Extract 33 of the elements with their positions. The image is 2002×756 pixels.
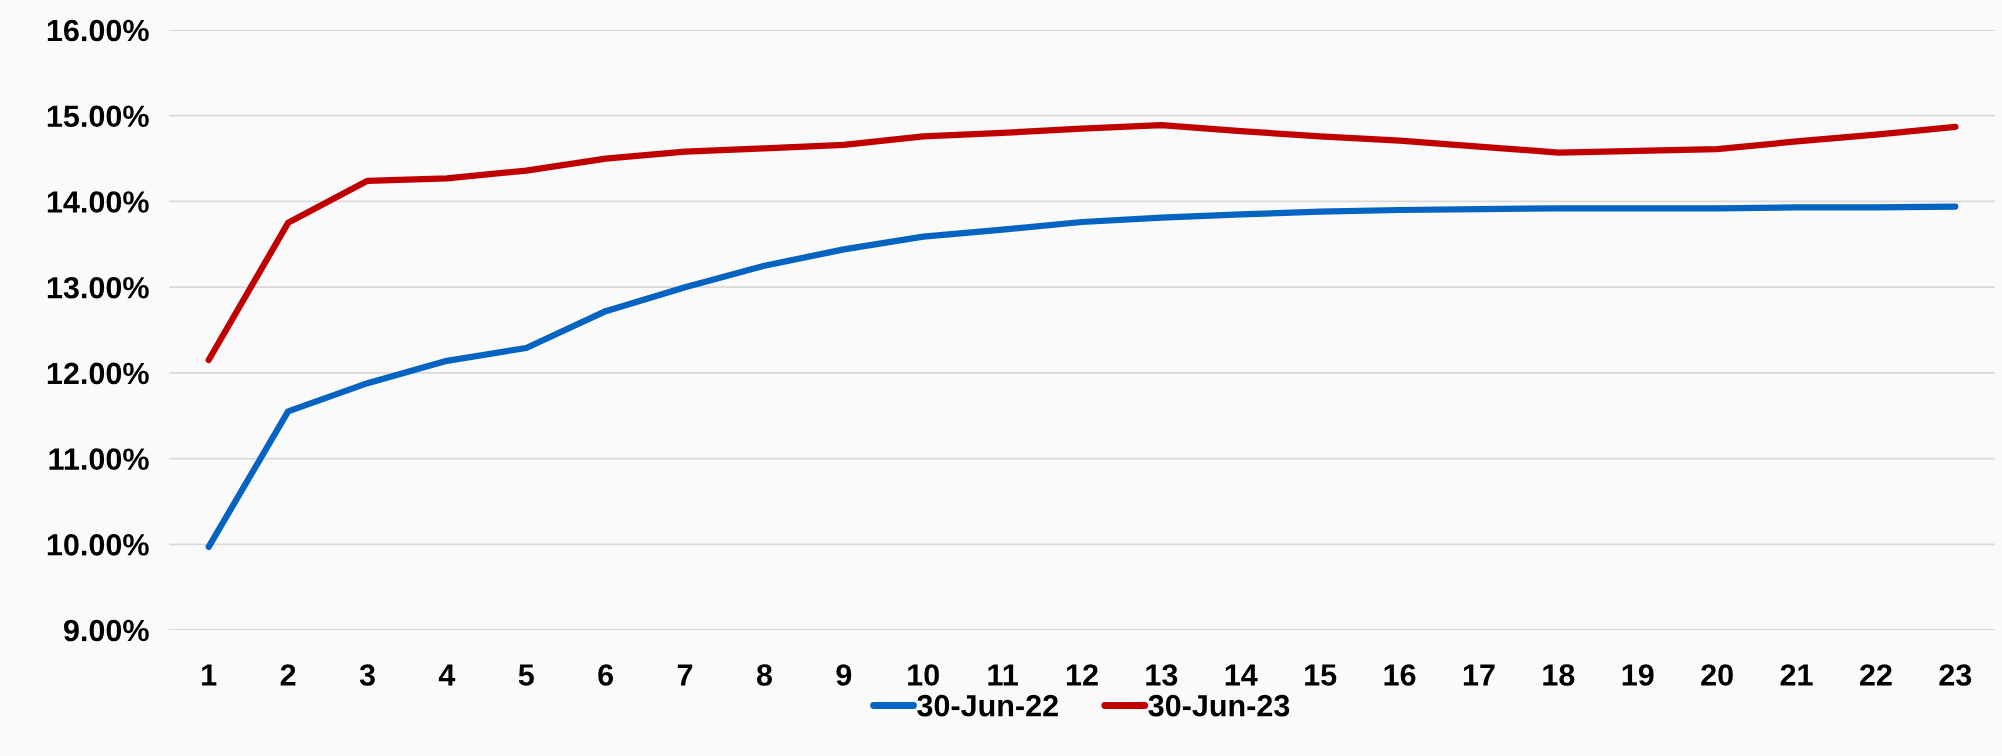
x-tick-label: 5 (518, 664, 534, 686)
x-tick-label: 19 (1622, 664, 1654, 686)
x-tick-label: 4 (438, 664, 456, 686)
y-tick-label: 11.00% (49, 448, 149, 470)
x-tick-label: 7 (677, 664, 693, 686)
x-tick-label: 21 (1780, 664, 1813, 686)
y-tick-label: 16.00% (47, 19, 149, 42)
x-tick-label: 22 (1859, 664, 1892, 686)
x-tick-label: 17 (1463, 664, 1495, 686)
x-tick-label: 10 (908, 664, 939, 686)
x-tick-label: 11 (988, 664, 1018, 686)
x-tick-label: 14 (1225, 664, 1258, 686)
y-tick-label: 9.00% (63, 619, 149, 642)
x-tick-label: 8 (756, 664, 772, 686)
x-tick-label: 13 (1146, 664, 1178, 686)
x-tick-label: 15 (1305, 664, 1337, 686)
x-tick-label: 23 (1939, 664, 1972, 686)
x-tick-label: 20 (1701, 664, 1733, 686)
y-tick-label: 13.00% (47, 276, 149, 299)
legend-label: 30-Jun-23 (1148, 694, 1290, 717)
y-tick-label: 10.00% (47, 534, 149, 556)
y-tick-label: 14.00% (47, 191, 149, 213)
x-tick-label: 1 (202, 664, 217, 686)
x-tick-label: 18 (1543, 664, 1575, 686)
x-tick-label: 3 (359, 664, 375, 686)
y-tick-label: 12.00% (47, 362, 149, 385)
legend-label: 30-Jun-22 (917, 694, 1058, 717)
x-tick-label: 12 (1066, 664, 1098, 686)
x-tick-label: 2 (280, 664, 296, 686)
x-tick-label: 9 (836, 664, 852, 686)
x-tick-label: 6 (598, 664, 614, 686)
x-tick-label: 16 (1384, 664, 1416, 686)
y-tick-label: 15.00% (47, 105, 149, 128)
